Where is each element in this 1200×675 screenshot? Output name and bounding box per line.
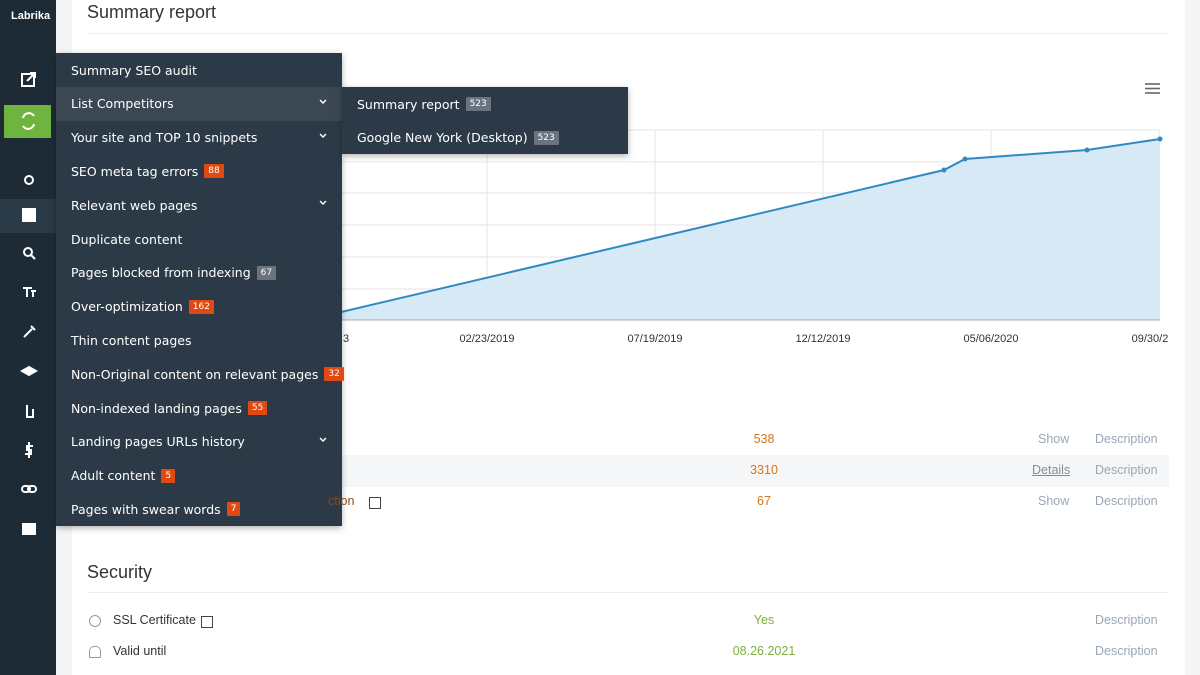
- chart-icon[interactable]: [201, 616, 213, 628]
- badge: 67: [256, 265, 277, 280]
- menu-icon[interactable]: [1145, 83, 1160, 94]
- row-value: Yes: [753, 613, 775, 627]
- x-tick-label: 09/30/2: [1132, 333, 1169, 345]
- row-icon: [89, 646, 101, 658]
- dropdown-menu: Summary SEO audit List Competitors Your si…: [56, 53, 344, 526]
- row-value: 538: [753, 432, 775, 446]
- x-tick-label: 02/23/2019: [459, 333, 514, 345]
- menu-label: Summary SEO audit: [71, 62, 197, 78]
- menu-label: Your site and TOP 10 snippets: [71, 130, 258, 146]
- menu-item[interactable]: List Competitors: [56, 86, 342, 121]
- menu-label: Pages with swear words: [71, 501, 221, 517]
- menu-item[interactable]: SEO meta tag errors 88: [56, 154, 342, 188]
- x-tick-label: 12/12/2019: [795, 333, 850, 345]
- menu-item[interactable]: Non-Original content on relevant pages 32: [56, 357, 344, 391]
- badge: 55: [247, 401, 268, 415]
- active-button[interactable]: [4, 105, 51, 138]
- submenu: Summary report 523 Google New York (Deskto…: [342, 87, 628, 154]
- section-title: Security: [87, 562, 153, 582]
- menu-item[interactable]: Relevant web pages: [56, 188, 342, 222]
- x-tick-label: 05/06/2020: [963, 333, 1018, 345]
- row-action[interactable]: Show: [1038, 432, 1070, 446]
- chevron: [319, 200, 327, 206]
- menu-label: Relevant web pages: [71, 197, 198, 213]
- menu-label: Pages blocked from indexing: [71, 265, 251, 281]
- menu-item[interactable]: Thin content pages: [56, 323, 342, 357]
- divider: [87, 592, 1169, 593]
- menu-item[interactable]: Non-indexed landing pages 55: [56, 391, 342, 425]
- menu-label: List Competitors: [71, 96, 174, 112]
- chevron-path: [319, 437, 327, 442]
- sidebar: Labrika: [0, 0, 56, 675]
- menu-item[interactable]: Google New York (Desktop) 523: [342, 121, 628, 155]
- divider: [87, 33, 1169, 34]
- badge: 7: [226, 502, 241, 517]
- logo[interactable]: Labrika: [11, 10, 51, 22]
- row-link[interactable]: Description: [1095, 644, 1158, 658]
- badge: 32: [324, 367, 344, 382]
- menu-item[interactable]: Pages with swear words 7: [56, 492, 342, 526]
- menu-label: Landing pages URLs history: [71, 434, 245, 450]
- row-label: Valid until: [113, 644, 167, 658]
- row-icon: [89, 615, 101, 627]
- menu-label: SEO meta tag errors: [71, 163, 199, 179]
- menu-label: Thin content pages: [71, 332, 192, 348]
- row-value: 67: [757, 494, 771, 508]
- chevron: [319, 99, 327, 104]
- area: [320, 139, 1160, 320]
- menu-label: Non-Original content on relevant pages: [71, 366, 319, 382]
- row-link[interactable]: Description: [1095, 613, 1158, 627]
- row-link[interactable]: Description: [1095, 463, 1158, 477]
- chart-icon[interactable]: [369, 497, 381, 509]
- menu-item[interactable]: Landing pages URLs history: [56, 425, 342, 459]
- menu-item[interactable]: Over-optimization 162: [56, 290, 342, 324]
- menu-label: Over-optimization: [71, 299, 183, 315]
- chevron-path: [319, 99, 327, 104]
- x-tick-label: 07/19/2019: [627, 333, 682, 345]
- menu-item[interactable]: Duplicate content: [56, 222, 342, 256]
- menu-label: Google New York (Desktop): [357, 130, 528, 146]
- row-link[interactable]: Description: [1095, 432, 1158, 446]
- badge: 523: [465, 97, 491, 111]
- badge: 88: [204, 164, 224, 179]
- badge: 523: [533, 130, 559, 145]
- menu-item[interactable]: Adult content 5: [56, 459, 342, 493]
- badge: 162: [188, 299, 214, 314]
- menu-item[interactable]: Summary report 523: [342, 87, 628, 121]
- points: [941, 136, 1163, 173]
- row-value: 08.26.2021: [732, 644, 796, 658]
- row-value: 3310: [750, 463, 778, 477]
- row-label: SSL Certificate: [113, 613, 196, 627]
- menu-label: Non-indexed landing pages: [71, 400, 242, 416]
- nav-icons: [19, 72, 39, 535]
- menu-item[interactable]: Pages blocked from indexing 67: [56, 256, 342, 290]
- menu-item[interactable]: Summary SEO audit: [56, 53, 342, 87]
- chevron: [319, 437, 327, 442]
- row-highlight: [342, 455, 1169, 487]
- x-tick-label: 3: [343, 333, 349, 345]
- row-action[interactable]: Details: [1032, 463, 1071, 477]
- chevron-path: [319, 200, 327, 206]
- menu-label: Duplicate content: [71, 231, 183, 247]
- menu-item[interactable]: Your site and TOP 10 snippets: [56, 121, 342, 155]
- row-link[interactable]: Description: [1095, 494, 1158, 508]
- chevron: [319, 133, 327, 138]
- row-label[interactable]: ction: [328, 494, 355, 508]
- menu-label: Adult content: [71, 468, 156, 484]
- menu-label: Summary report: [357, 96, 460, 112]
- row-action[interactable]: Show: [1038, 494, 1070, 508]
- section-title: Summary report: [87, 2, 217, 22]
- chevron-path: [319, 133, 327, 138]
- badge: 5: [161, 468, 176, 483]
